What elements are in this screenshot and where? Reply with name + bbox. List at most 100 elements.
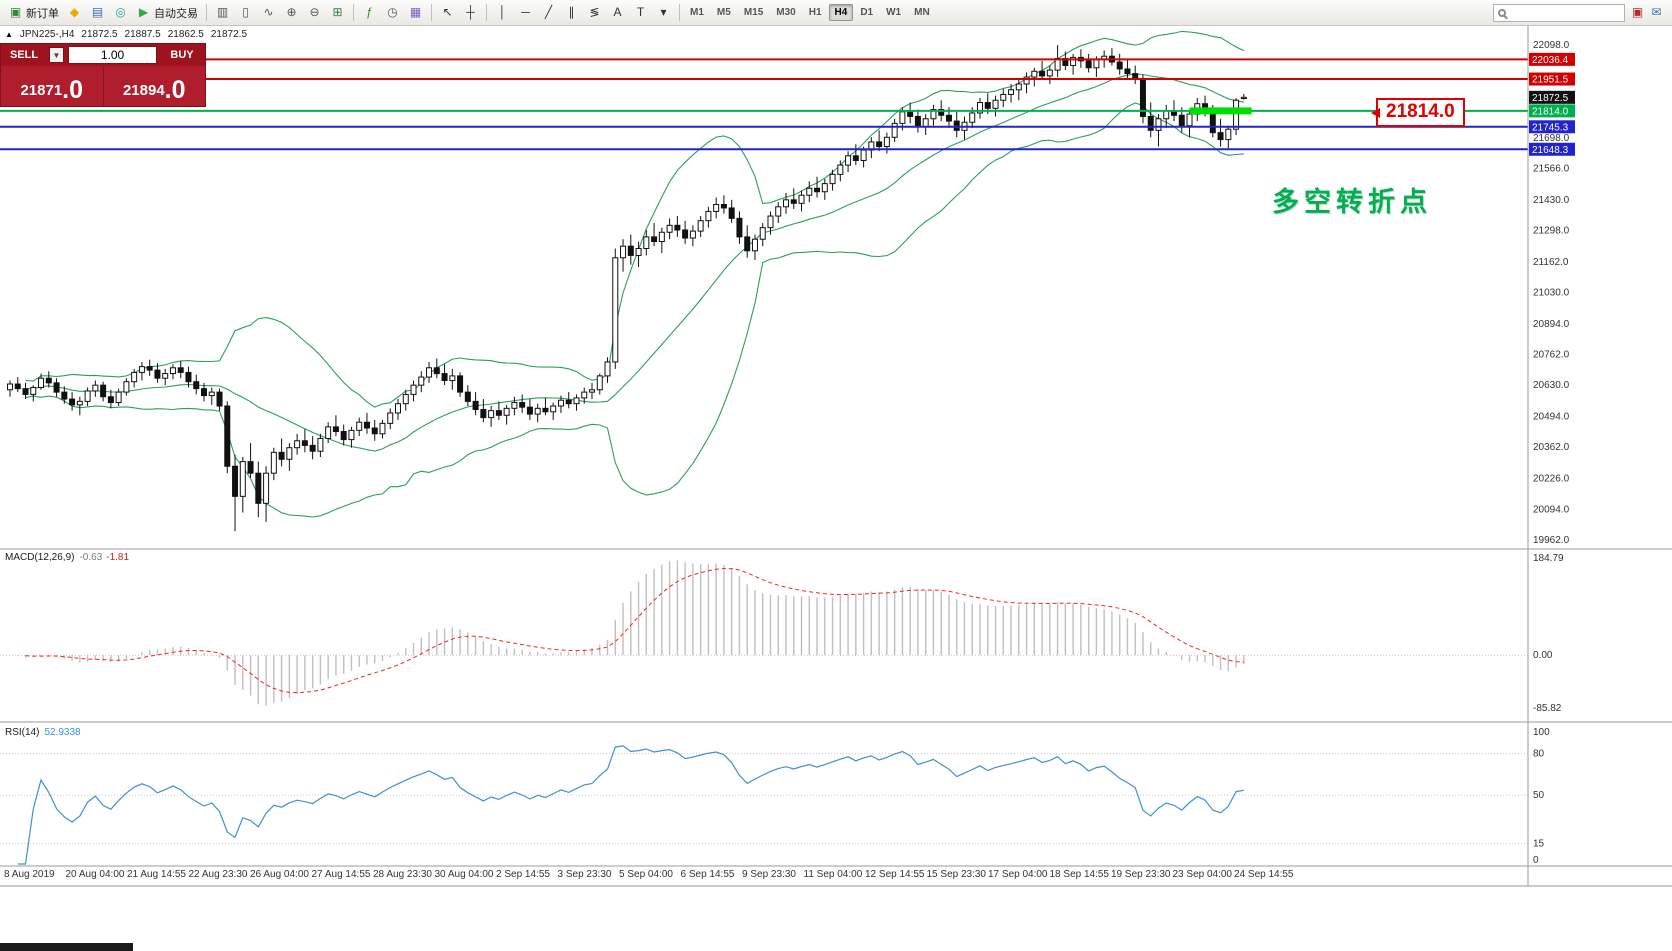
timeframe-w1-button[interactable]: W1: [886, 7, 902, 18]
svg-text:22098.0: 22098.0: [1533, 40, 1570, 51]
toolbar-icon-groups: ▣ 新订单 ◆ ▤ ◎ ▶ 自动交易 ▥ ▯ ∿ ⊕ ⊖ ⊞ ƒ ◷ ▦ ↖ ┼ │ ─ ╱ ∥ ≶ A T ▾: [4, 3, 675, 23]
volume-input[interactable]: [68, 46, 157, 64]
timeframe-h1-button[interactable]: H1: [808, 7, 822, 18]
chart-bars-icon[interactable]: ▥: [211, 3, 234, 23]
rsi-indicator-label: RSI(14) 52.9338: [5, 727, 81, 738]
bollinger-bands: [25, 30, 1245, 518]
toolbar-separator: [353, 4, 354, 21]
timeframe-m30-button[interactable]: M30: [776, 7, 796, 18]
svg-text:20762.0: 20762.0: [1533, 350, 1570, 361]
toolbar-separator: [431, 4, 432, 21]
timeframe-m5-button[interactable]: M5: [716, 7, 731, 18]
chart-line-icon[interactable]: ∿: [257, 3, 280, 23]
autotrading-button-label: 自动交易: [154, 7, 198, 20]
volume-field: [68, 46, 157, 64]
symbol-info-line: ▲ JPN225-,H4 21872.5 21887.5 21862.5 218…: [5, 29, 247, 40]
svg-text:22036.4: 22036.4: [1532, 55, 1569, 66]
svg-text:184.79: 184.79: [1533, 553, 1564, 564]
callout-arrow-icon: [1366, 107, 1380, 118]
buy-button[interactable]: BUY: [159, 44, 205, 66]
price-callout-box: 21814.0: [1371, 98, 1465, 127]
text-icon[interactable]: A: [606, 3, 629, 23]
channel-icon[interactable]: ∥: [560, 3, 583, 23]
alerts-icon[interactable]: ▣: [1631, 5, 1644, 19]
macd-panel: [0, 560, 1528, 706]
svg-text:12 Sep 14:55: 12 Sep 14:55: [865, 869, 925, 880]
periods-icon-glyph: ◷: [387, 5, 398, 19]
tile-windows-icon-glyph: ⊞: [332, 5, 343, 19]
bottom-left-bar: [0, 943, 133, 951]
crosshair-icon[interactable]: ┼: [459, 3, 482, 23]
search-box[interactable]: [1493, 3, 1625, 22]
timeframe-d1-button[interactable]: D1: [860, 7, 874, 18]
zoom-out-icon[interactable]: ⊖: [303, 3, 326, 23]
price-chart-svg[interactable]: 22098.0 21698.0 21566.0 21430.0 21298.0 21162…: [0, 26, 1672, 951]
timeframe-group: M1 M5 M15 M30 H1 H4 D1 W1 MN: [684, 4, 936, 21]
metaeditor-icon-glyph: ◆: [69, 5, 80, 19]
chart-line-icon-glyph: ∿: [263, 5, 274, 19]
svg-text:26 Aug 04:00: 26 Aug 04:00: [250, 869, 309, 880]
toolbar-separator: [679, 4, 680, 21]
chart-bars-icon-glyph: ▥: [216, 5, 229, 19]
shapes-icon[interactable]: ▾: [652, 3, 675, 23]
svg-text:21648.3: 21648.3: [1532, 145, 1569, 156]
sell-price-button[interactable]: 21871 .0: [1, 66, 103, 106]
svg-text:15: 15: [1533, 838, 1545, 849]
navigator-icon-glyph: ◎: [115, 5, 126, 19]
mail-icon[interactable]: ✉: [1651, 5, 1662, 19]
templates-icon[interactable]: ▦: [404, 3, 427, 23]
chart-candles-icon[interactable]: ▯: [234, 3, 257, 23]
channel-icon-glyph: ∥: [568, 5, 575, 19]
market-watch-icon[interactable]: ▤: [86, 3, 109, 23]
order-type-dropdown[interactable]: ▼: [49, 47, 64, 63]
toolbar-right: ▣ ✉: [1493, 3, 1668, 22]
timeframe-h4-button[interactable]: H4: [828, 4, 854, 21]
toolbar-separator: [206, 4, 207, 21]
axes: 22098.0 21698.0 21566.0 21430.0 21298.0 21162…: [0, 26, 1672, 887]
label-icon[interactable]: T: [629, 3, 652, 23]
fibonacci-icon-glyph: ≶: [589, 5, 600, 19]
new-order-button[interactable]: ▣ 新订单: [4, 3, 63, 23]
sell-button[interactable]: SELL: [1, 44, 47, 66]
autotrading-button[interactable]: ▶ 自动交易: [132, 3, 202, 23]
svg-text:20630.0: 20630.0: [1533, 380, 1570, 391]
search-icon: [1498, 8, 1506, 17]
svg-text:21430.0: 21430.0: [1533, 195, 1570, 206]
fibonacci-icon[interactable]: ≶: [583, 3, 606, 23]
svg-text:20494.0: 20494.0: [1533, 412, 1570, 423]
ohlc-close: 21872.5: [210, 29, 248, 40]
svg-text:0.00: 0.00: [1533, 650, 1553, 661]
svg-text:20094.0: 20094.0: [1533, 504, 1570, 515]
horizontal-lines: [0, 58, 1528, 151]
svg-text:21872.5: 21872.5: [1532, 93, 1569, 104]
search-input[interactable]: [1510, 5, 1620, 20]
svg-text:100: 100: [1533, 727, 1550, 738]
zoom-in-icon[interactable]: ⊕: [280, 3, 303, 23]
market-watch-icon-glyph: ▤: [91, 5, 104, 19]
metaeditor-icon[interactable]: ◆: [63, 3, 86, 23]
horizontal-line-icon[interactable]: ─: [514, 3, 537, 23]
svg-text:5 Sep 04:00: 5 Sep 04:00: [619, 869, 673, 880]
svg-text:-85.82: -85.82: [1533, 703, 1562, 714]
svg-text:20894.0: 20894.0: [1533, 319, 1570, 330]
trendline-icon[interactable]: ╱: [537, 3, 560, 23]
svg-text:28 Aug 23:30: 28 Aug 23:30: [373, 869, 432, 880]
svg-text:21745.3: 21745.3: [1532, 122, 1569, 133]
periods-icon[interactable]: ◷: [381, 3, 404, 23]
vertical-line-icon[interactable]: │: [491, 3, 514, 23]
cursor-icon[interactable]: ↖: [436, 3, 459, 23]
navigator-icon[interactable]: ◎: [109, 3, 132, 23]
timeframe-mn-button[interactable]: MN: [914, 7, 930, 18]
svg-text:21814.0: 21814.0: [1532, 106, 1569, 117]
svg-text:9 Sep 23:30: 9 Sep 23:30: [742, 869, 796, 880]
horizontal-line-icon-glyph: ─: [521, 5, 530, 19]
svg-text:27 Aug 14:55: 27 Aug 14:55: [312, 869, 371, 880]
trade-panel-header: SELL ▼ BUY: [1, 44, 205, 66]
timeframe-m15-button[interactable]: M15: [743, 7, 764, 18]
svg-text:3 Sep 23:30: 3 Sep 23:30: [558, 869, 612, 880]
buy-price-button[interactable]: 21894 .0: [102, 66, 206, 106]
svg-text:20362.0: 20362.0: [1533, 442, 1570, 453]
indicators-icon[interactable]: ƒ: [358, 3, 381, 23]
tile-windows-icon[interactable]: ⊞: [326, 3, 349, 23]
timeframe-m1-button[interactable]: M1: [690, 7, 704, 18]
